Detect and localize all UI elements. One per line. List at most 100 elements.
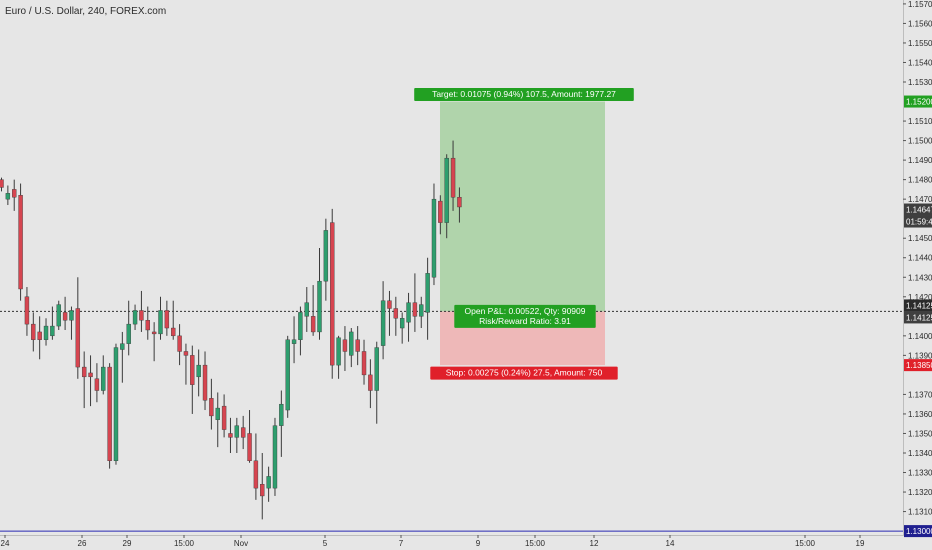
time-tick-label: 24 bbox=[1, 539, 10, 548]
time-tick-label: 15:00 bbox=[795, 539, 816, 548]
candle-down bbox=[94, 378, 100, 391]
candle-down bbox=[171, 327, 176, 337]
stop-label-text: Stop: 0.00275 (0.24%) 27.5, Amount: 750 bbox=[446, 368, 603, 378]
price-tick-label: 1.14300 bbox=[908, 273, 932, 282]
price-tick-label: 1.15000 bbox=[908, 137, 932, 146]
candle-down bbox=[457, 197, 462, 208]
candle-up bbox=[266, 476, 271, 489]
price-tick-label: 1.14000 bbox=[908, 332, 932, 341]
entry-price-tag-2: 1.14125 bbox=[906, 313, 932, 322]
stop-label: Stop: 0.00275 (0.24%) 27.5, Amount: 750 bbox=[430, 366, 618, 380]
candle-up bbox=[126, 323, 131, 344]
candle-up bbox=[317, 280, 322, 333]
candle-up bbox=[272, 425, 278, 489]
open-pnl-label-text: Open P&L: 0.00522, Qty: 90909 bbox=[465, 306, 586, 316]
candle-down bbox=[393, 308, 399, 319]
horizontal-line-layer bbox=[0, 310, 903, 532]
current-price-tag: 1.14647 bbox=[906, 206, 932, 215]
price-axis[interactable]: 1.15700 1.15600 1.15500 1.15400 1.15300 1.151… bbox=[903, 0, 932, 538]
candle-up bbox=[132, 310, 138, 325]
time-tick-label: 9 bbox=[476, 539, 481, 548]
price-tick-label: 1.15600 bbox=[908, 19, 932, 28]
candle-up bbox=[120, 343, 125, 350]
candle-up bbox=[399, 318, 405, 329]
time-tick-label: 12 bbox=[590, 539, 599, 548]
open-pnl-label-bg bbox=[454, 304, 596, 328]
candle-down bbox=[342, 339, 348, 352]
open-pnl-label: Open P&L: 0.00522, Qty: 90909Risk/Reward… bbox=[454, 304, 596, 328]
entry-price-tag-bg bbox=[904, 299, 932, 312]
price-tick-label: 1.13700 bbox=[908, 390, 932, 399]
candle-down bbox=[88, 372, 93, 378]
time-tick-label: 19 bbox=[856, 539, 865, 548]
candle-down bbox=[37, 331, 42, 340]
candle-down bbox=[450, 157, 456, 198]
countdown-tag-bg bbox=[904, 215, 932, 228]
candle-down bbox=[387, 300, 392, 309]
target-price-tag: 1.15200 bbox=[906, 98, 932, 107]
candle-down bbox=[164, 310, 170, 329]
price-tick-label: 1.13400 bbox=[908, 449, 932, 458]
time-tick-label: 5 bbox=[323, 539, 328, 548]
time-tick-label: Nov bbox=[234, 539, 248, 548]
candle-down bbox=[412, 302, 418, 317]
time-axis[interactable]: 24 26 29 15:00 Nov 5 7 9 15:00 12 14 15:00 19 bbox=[1, 535, 865, 548]
candle-up bbox=[69, 310, 74, 321]
current-price-tag-bg bbox=[904, 203, 932, 216]
entry-price-tag-2-bg bbox=[904, 311, 932, 324]
candle-down bbox=[247, 433, 252, 462]
candle-up bbox=[279, 403, 284, 426]
candle-up bbox=[291, 339, 297, 344]
candle-down bbox=[107, 366, 112, 462]
stop-label-bg bbox=[430, 366, 618, 380]
candle-down bbox=[240, 427, 246, 438]
candle-down bbox=[368, 374, 373, 391]
candle-up bbox=[380, 300, 386, 346]
candle-up bbox=[444, 157, 449, 223]
candle-up bbox=[50, 325, 55, 337]
stop-price-tag: 1.13850 bbox=[906, 361, 932, 370]
price-tick-label: 1.13300 bbox=[908, 469, 932, 478]
candle-down bbox=[253, 460, 259, 489]
candle-down bbox=[177, 335, 182, 352]
time-tick-label: 7 bbox=[399, 539, 404, 548]
trade-labels: Target: 0.01075 (0.94%) 107.5, Amount: 1… bbox=[414, 88, 634, 380]
candle-up bbox=[304, 302, 309, 317]
candle-down bbox=[330, 222, 335, 366]
entry-price-tag: 1.14125 bbox=[906, 301, 932, 310]
candle-up bbox=[101, 366, 106, 391]
candle-down bbox=[209, 398, 214, 417]
candle-down bbox=[183, 351, 189, 356]
candle-down bbox=[75, 308, 81, 368]
price-tick-label: 1.13100 bbox=[908, 508, 932, 517]
candle-up bbox=[158, 310, 163, 335]
price-tick-label: 1.15400 bbox=[908, 58, 932, 67]
candle-up bbox=[56, 304, 61, 327]
candle-up bbox=[425, 273, 430, 313]
candle-down bbox=[12, 189, 17, 198]
candle-up bbox=[285, 339, 290, 411]
open-pnl-label-text: Risk/Reward Ratio: 3.91 bbox=[479, 316, 571, 326]
price-tick-label: 1.14700 bbox=[908, 195, 932, 204]
candle-down bbox=[221, 405, 227, 430]
target-zone bbox=[440, 101, 605, 312]
price-tick-label: 1.14900 bbox=[908, 156, 932, 165]
candle-down bbox=[0, 179, 4, 188]
candle-down bbox=[361, 351, 367, 376]
candle-down bbox=[151, 331, 157, 335]
time-tick-label: 15:00 bbox=[174, 539, 195, 548]
candle-up bbox=[336, 337, 341, 366]
hline-price-tag: 1.13000 bbox=[906, 527, 932, 536]
target-label: Target: 0.01075 (0.94%) 107.5, Amount: 1… bbox=[414, 88, 634, 102]
candle-down bbox=[145, 320, 150, 331]
price-tick-label: 1.15100 bbox=[908, 117, 932, 126]
chart-title: Euro / U.S. Dollar, 240, FOREX.com bbox=[5, 6, 166, 17]
candle-up bbox=[215, 407, 220, 420]
candle-down bbox=[202, 364, 208, 401]
candle-down bbox=[18, 195, 23, 290]
price-tick-label: 1.13200 bbox=[908, 488, 932, 497]
target-label-text: Target: 0.01075 (0.94%) 107.5, Amount: 1… bbox=[432, 89, 616, 99]
time-tick-label: 15:00 bbox=[525, 539, 546, 548]
